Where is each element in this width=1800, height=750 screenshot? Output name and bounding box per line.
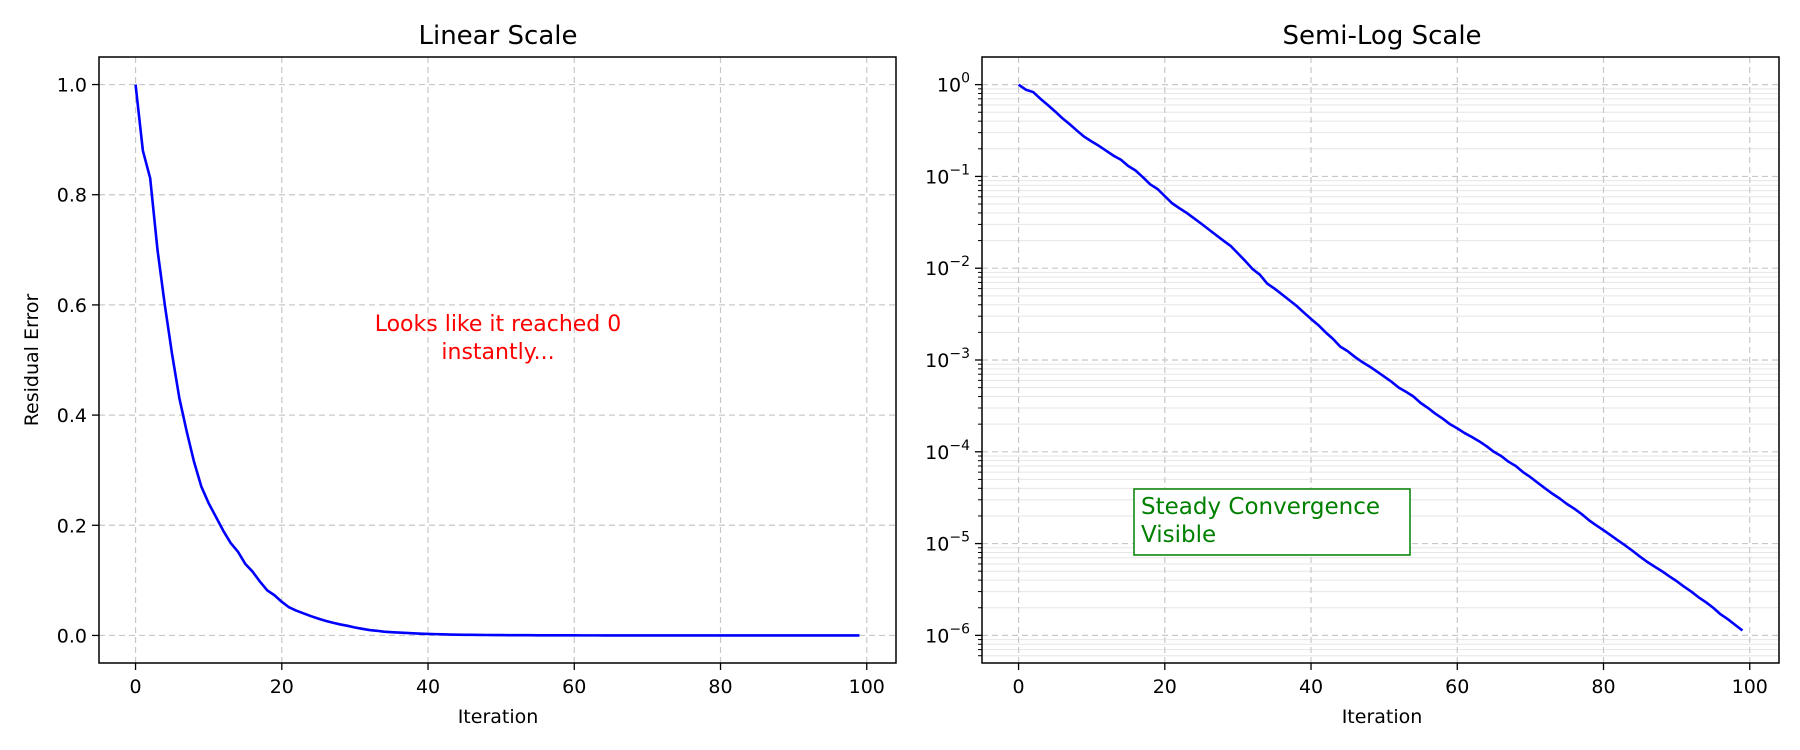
semilog-x-tick-label: 80 <box>1591 676 1615 698</box>
semilog-x-tick-label: 40 <box>1299 676 1323 698</box>
semilog-annotation-line-2: Visible <box>1141 522 1216 548</box>
semilog-y-tick-label: 10−6 <box>925 621 970 647</box>
linear-y-tick-label: 0.6 <box>57 295 87 317</box>
semilog-y-tick-label: 10−2 <box>925 254 970 280</box>
semilog-x-tick-label: 0 <box>1013 676 1025 698</box>
semilog-y-tick-label: 10−1 <box>925 162 970 188</box>
linear-y-axis-label: Residual Error <box>21 294 43 427</box>
linear-y-tick-label: 1.0 <box>57 75 87 97</box>
linear-x-tick-label: 20 <box>270 676 294 698</box>
linear-annotation: Looks like it reached 0 instantly... <box>375 312 622 365</box>
semilog-annotation-line-1: Steady Convergence <box>1141 494 1380 520</box>
linear-y-tick-label: 0.0 <box>57 625 87 647</box>
semilog-ticks: 0 20 40 60 80 100 10−6 10−5 10−4 10−3 10−2 10−1 100 <box>925 71 1768 698</box>
semilog-x-tick-label: 60 <box>1445 676 1469 698</box>
semilog-scale-panel: Semi-Log Scale Steady Convergence Visibl… <box>925 21 1780 728</box>
semilog-series <box>1017 83 1744 632</box>
semilog-residual-line <box>1017 83 1744 632</box>
linear-chart-title: Linear Scale <box>418 21 577 51</box>
semilog-annotation-box <box>1133 488 1411 556</box>
linear-x-tick-label: 60 <box>562 676 586 698</box>
linear-y-tick-label: 0.2 <box>57 515 87 537</box>
semilog-y-tick-label: 100 <box>937 71 970 97</box>
linear-scale-panel: Linear Scale Looks like it reached 0 ins… <box>21 21 897 728</box>
linear-series <box>134 84 860 637</box>
semilog-y-tick-label: 10−4 <box>925 438 970 464</box>
linear-y-tick-label: 0.4 <box>57 405 87 427</box>
linear-x-axis-label: Iteration <box>458 706 539 728</box>
linear-x-tick-label: 100 <box>849 676 885 698</box>
linear-annotation-line-2: instantly... <box>441 340 554 365</box>
linear-ticks: 0 20 40 60 80 100 0.0 0.2 0.4 0.6 0.8 1.0 <box>57 75 885 698</box>
semilog-grid <box>982 57 1779 663</box>
linear-annotation-line-1: Looks like it reached 0 <box>375 312 622 337</box>
linear-axes-frame <box>98 56 897 664</box>
semilog-x-axis-label: Iteration <box>1342 706 1423 728</box>
semilog-x-tick-label: 100 <box>1732 676 1768 698</box>
linear-x-tick-label: 80 <box>708 676 732 698</box>
semilog-chart-title: Semi-Log Scale <box>1282 21 1481 51</box>
linear-x-tick-label: 40 <box>416 676 440 698</box>
linear-residual-line <box>134 84 860 637</box>
semilog-y-tick-label: 10−5 <box>925 530 970 556</box>
semilog-y-tick-label: 10−3 <box>925 346 970 372</box>
semilog-x-tick-label: 20 <box>1153 676 1177 698</box>
semilog-annotation: Steady Convergence Visible <box>1133 488 1411 556</box>
linear-y-tick-label: 0.8 <box>57 185 87 207</box>
linear-x-tick-label: 0 <box>130 676 142 698</box>
